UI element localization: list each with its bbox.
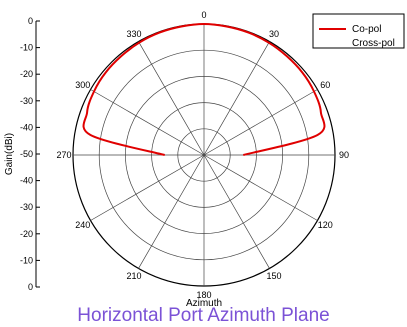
polar-grid-spoke <box>203 89 318 156</box>
polar-grid-spoke <box>138 41 205 156</box>
azimuth-tick-label: 90 <box>339 150 349 160</box>
gain-tick-label: -20 <box>20 69 33 79</box>
polar-grid-spoke <box>203 154 318 221</box>
gain-tick-label: 0 <box>28 16 33 26</box>
legend: Co-pol Cross-pol <box>312 13 405 49</box>
polar-grid-spoke <box>90 154 205 221</box>
gain-tick-label: -10 <box>20 43 33 53</box>
azimuth-tick-label: 30 <box>269 29 279 39</box>
gain-tick-label: -10 <box>20 255 33 265</box>
polar-grid-spoke <box>203 41 270 156</box>
polar-grid-spoke <box>138 154 205 269</box>
gain-tick-label: 0 <box>28 282 33 292</box>
azimuth-tick-label: 0 <box>201 10 206 20</box>
gain-tick-labels: 0 -10 -20 -30 -40 -50 -40 -30 -20 -10 0 <box>20 16 40 292</box>
series-line-co-pol <box>82 22 326 156</box>
azimuth-tick-label: 120 <box>318 220 333 230</box>
gain-tick-label: -40 <box>20 176 33 186</box>
gain-tick-label: -40 <box>20 122 33 132</box>
gain-tick-label: -50 <box>20 149 33 159</box>
gain-tick-label: -20 <box>20 229 33 239</box>
gain-tick-label: -30 <box>20 202 33 212</box>
azimuth-tick-label: 180 <box>196 290 211 300</box>
legend-label-co-pol: Co-pol <box>352 24 381 35</box>
azimuth-tick-label: 60 <box>320 80 330 90</box>
polar-grid-spoke <box>203 154 270 269</box>
azimuth-tick-label: 240 <box>75 220 90 230</box>
azimuth-tick-label: 210 <box>126 271 141 281</box>
azimuth-tick-labels: 0 30 60 90 120 150 180 210 240 270 300 330 <box>56 10 349 300</box>
polar-grid-spoke <box>90 89 205 156</box>
gain-tick-label: -30 <box>20 96 33 106</box>
polar-grid <box>72 23 336 287</box>
azimuth-tick-label: 150 <box>266 271 281 281</box>
figure-caption: Horizontal Port Azimuth Plane <box>77 305 330 326</box>
azimuth-tick-label: 330 <box>126 29 141 39</box>
azimuth-tick-label: 300 <box>75 80 90 90</box>
y-axis-label: Gain(dBi) <box>4 133 15 175</box>
azimuth-tick-label: 270 <box>56 150 71 160</box>
series-group <box>82 22 326 156</box>
legend-label-cross-pol: Cross-pol <box>352 38 395 49</box>
x-axis-label: Azimuth <box>186 298 222 309</box>
